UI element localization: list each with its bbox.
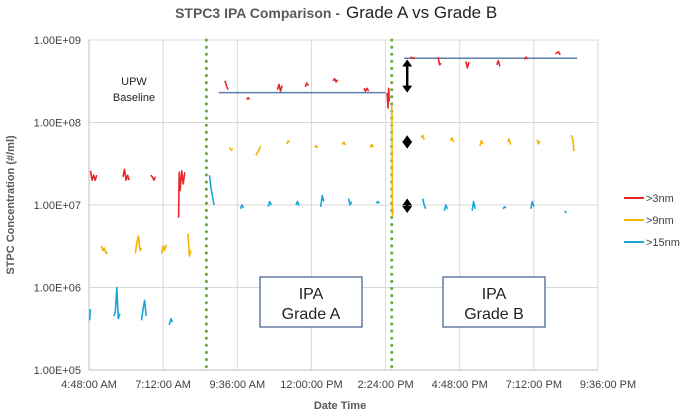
x-tick-label: 9:36:00 AM [209, 379, 265, 391]
series-line-segment [410, 56, 416, 60]
series-line-segment [375, 200, 380, 204]
arrow-head-up [402, 59, 413, 67]
grade-a-label-line1: IPA [299, 286, 324, 303]
x-axis-title: Date Time [314, 400, 366, 412]
baseline-lines [218, 57, 578, 94]
x-tick-label: 2:24:00 PM [357, 379, 413, 391]
series-line-segment [122, 168, 130, 181]
x-tick-label: 7:12:00 AM [135, 379, 191, 391]
series-line-segment [443, 204, 449, 212]
series-line-segment [347, 198, 353, 206]
series-line-segment [479, 140, 484, 147]
series-line-segment [332, 77, 339, 83]
y-tick-label: 1.00E+07 [34, 200, 81, 212]
series-line-segment [420, 134, 425, 140]
y-tick-label: 1.00E+09 [34, 35, 81, 47]
series-line-segment [255, 145, 262, 156]
x-tick-label: 4:48:00 AM [61, 379, 117, 391]
series-line-segment [496, 60, 501, 67]
grade-a-label-line2: Grade A [282, 306, 341, 323]
series-line-segment [228, 146, 234, 152]
series-line-segment [341, 141, 347, 146]
arrow-head-up [402, 198, 413, 206]
series-line-segment [391, 105, 395, 217]
series-line-segment [239, 204, 245, 210]
y-axis-title: STPC Concentration (#/ml) [5, 135, 17, 275]
series-15nm [88, 175, 567, 326]
legend-label: >9nm [646, 215, 674, 227]
series-line-segment [100, 245, 109, 255]
series-line-segment [363, 87, 370, 92]
grade-b-box [442, 276, 546, 328]
series-group [88, 51, 575, 326]
arrow-head-down [402, 205, 413, 213]
difference-arrows [402, 59, 413, 213]
series-line-segment [530, 200, 535, 209]
series-line-segment [564, 210, 567, 214]
y-tick-label: 1.00E+06 [34, 283, 81, 295]
x-tick-label: 7:12:00 PM [506, 379, 562, 391]
grade-a-box [259, 276, 363, 328]
series-line-segment [506, 138, 512, 145]
series-line-segment [319, 194, 325, 207]
y-tick-label: 1.00E+08 [34, 118, 81, 130]
series-line-segment [140, 299, 147, 321]
series-line-segment [471, 200, 476, 211]
upw-label-line1: UPW [121, 76, 147, 88]
series-line-segment [208, 175, 215, 206]
x-tick-label: 12:00:00 PM [280, 379, 342, 391]
x-axis-ticks: 4:48:00 AM 7:12:00 AM 9:36:00 AM 12:00:00 P… [61, 379, 636, 391]
arrow-head-down [402, 141, 413, 149]
series-line-segment [267, 200, 273, 208]
x-tick-label: 9:36:00 PM [580, 379, 636, 391]
series-line-segment [88, 308, 92, 321]
series-line-segment [150, 174, 157, 181]
series-line-segment [245, 96, 251, 101]
series-line-segment [168, 317, 174, 326]
series-line-segment [160, 244, 167, 254]
series-line-segment [369, 143, 374, 148]
series-3nm [89, 51, 561, 218]
series-line-segment [502, 206, 507, 210]
series-line-segment [437, 56, 442, 66]
chart-title-suffix: Grade A vs Grade B [346, 3, 497, 22]
chart-title: STPC3 IPA Comparison - [175, 5, 340, 21]
grade-b-label-line1: IPA [482, 286, 507, 303]
series-line-segment [224, 80, 229, 90]
x-tick-label: 4:48:00 PM [432, 379, 488, 391]
series-line-segment [276, 83, 283, 92]
series-line-segment [112, 286, 121, 320]
series-line-segment [536, 139, 541, 145]
series-line-segment [187, 233, 192, 257]
series-line-segment [465, 61, 470, 69]
double-arrow [402, 135, 413, 149]
series-line-segment [523, 56, 529, 60]
series-line-segment [570, 134, 575, 152]
series-line-segment [313, 145, 319, 149]
series-line-segment [421, 198, 427, 210]
grade-b-label-line2: Grade B [464, 306, 524, 323]
arrow-head-down [402, 85, 413, 93]
series-line-segment [449, 137, 455, 143]
double-arrow [402, 59, 413, 93]
series-9nm [100, 105, 575, 257]
series-line-segment [177, 170, 186, 218]
series-line-segment [295, 200, 300, 206]
series-line-segment [555, 51, 561, 56]
legend-label: >3nm [646, 193, 674, 205]
series-line-segment [304, 82, 309, 88]
y-axis-ticks: 1.00E+05 1.00E+06 1.00E+07 1.00E+08 1.00E+09 [34, 35, 81, 377]
series-line-segment [134, 235, 143, 254]
series-line-segment [89, 170, 98, 181]
upw-label-line2: Baseline [113, 92, 155, 104]
double-arrow [402, 198, 413, 213]
legend-label: >15nm [646, 237, 680, 249]
y-tick-label: 1.00E+05 [34, 365, 81, 377]
legend: >3nm >9nm >15nm [624, 193, 680, 249]
arrow-head-up [402, 135, 413, 143]
series-line-segment [285, 140, 291, 145]
series-line-segment [386, 87, 391, 109]
